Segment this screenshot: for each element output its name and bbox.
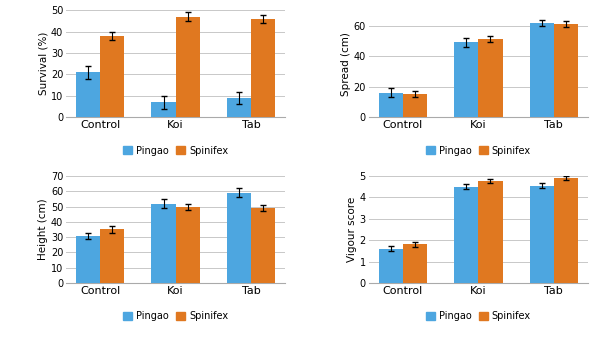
Bar (530, 186, 554, 283)
Bar (176, 207, 200, 283)
Bar (251, 208, 275, 283)
Y-axis label: Spread (cm): Spread (cm) (341, 32, 351, 96)
Bar (251, 19, 275, 117)
Bar (478, 181, 503, 283)
Bar (403, 244, 427, 283)
Bar (227, 98, 251, 117)
Bar (379, 93, 403, 117)
Bar (478, 39, 503, 117)
Y-axis label: Height (cm): Height (cm) (38, 199, 48, 260)
Bar (554, 24, 578, 117)
Y-axis label: Survival (%): Survival (%) (38, 32, 48, 96)
Bar (403, 94, 427, 117)
Bar (76, 72, 100, 117)
Legend: Pingao, Spinifex: Pingao, Spinifex (426, 311, 531, 321)
Bar (176, 17, 200, 117)
Y-axis label: Vigour score: Vigour score (347, 197, 357, 262)
Bar (227, 193, 251, 283)
Bar (100, 36, 124, 117)
Legend: Pingao, Spinifex: Pingao, Spinifex (426, 146, 531, 156)
Bar (554, 178, 578, 283)
Bar (151, 102, 176, 117)
Bar (530, 22, 554, 117)
Bar (76, 236, 100, 283)
Legend: Pingao, Spinifex: Pingao, Spinifex (123, 311, 228, 321)
Bar (100, 229, 124, 283)
Bar (454, 187, 478, 283)
Legend: Pingao, Spinifex: Pingao, Spinifex (123, 146, 228, 156)
Bar (454, 42, 478, 117)
Bar (151, 204, 176, 283)
Bar (379, 249, 403, 283)
